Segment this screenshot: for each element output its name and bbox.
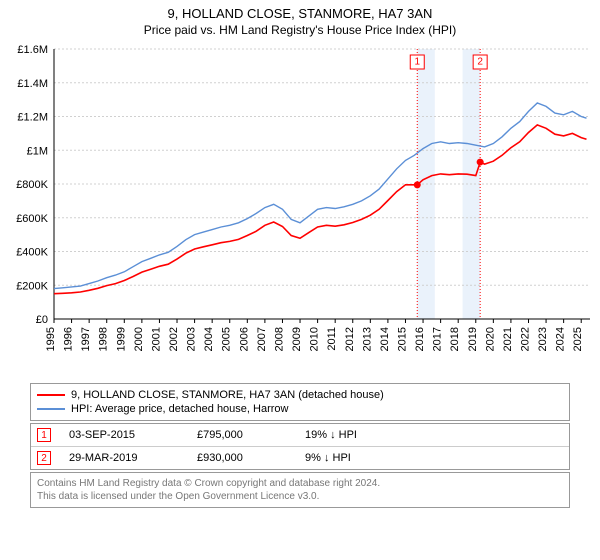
figure: 9, HOLLAND CLOSE, STANMORE, HA7 3AN Pric… [0, 0, 600, 508]
x-tick-label: 2023 [537, 327, 549, 351]
x-tick-label: 2014 [379, 327, 391, 351]
x-tick-label: 2021 [502, 327, 514, 351]
x-tick-label: 1995 [45, 327, 57, 351]
x-tick-label: 1997 [80, 327, 92, 351]
marker-label: 1 [414, 57, 420, 68]
x-tick-label: 1996 [63, 327, 75, 351]
x-tick-label: 2001 [150, 327, 162, 351]
page-subtitle: Price paid vs. HM Land Registry's House … [0, 23, 600, 37]
marker-label: 2 [477, 57, 483, 68]
y-tick-label: £1.2M [17, 112, 48, 124]
x-tick-label: 2012 [344, 327, 356, 351]
x-tick-label: 2007 [256, 327, 268, 351]
y-tick-label: £200K [16, 280, 48, 292]
x-tick-label: 2002 [168, 327, 180, 351]
x-tick-label: 2011 [326, 327, 338, 351]
page-title: 9, HOLLAND CLOSE, STANMORE, HA7 3AN [0, 6, 600, 21]
sale-delta: 19% ↓ HPI [305, 429, 415, 441]
x-tick-label: 2025 [572, 327, 584, 351]
sale-number-box: 1 [37, 428, 51, 442]
sale-dot [414, 181, 421, 188]
legend-swatch [37, 408, 65, 410]
x-tick-label: 2009 [291, 327, 303, 351]
series-hpi [54, 103, 587, 289]
x-tick-label: 2004 [203, 327, 215, 351]
sale-number-box: 2 [37, 451, 51, 465]
footnote: Contains HM Land Registry data © Crown c… [30, 472, 570, 508]
y-tick-label: £1.4M [17, 78, 48, 90]
x-tick-label: 2022 [519, 327, 531, 351]
sale-price: £795,000 [197, 429, 287, 441]
x-tick-label: 2015 [396, 327, 408, 351]
titles: 9, HOLLAND CLOSE, STANMORE, HA7 3AN Pric… [0, 0, 600, 39]
sales-row: 2 29-MAR-2019 £930,000 9% ↓ HPI [31, 446, 569, 469]
x-tick-label: 2024 [555, 327, 567, 351]
x-tick-label: 2016 [414, 327, 426, 351]
chart: £0 £200K £400K £600K £800K £1M £1.2M £1.4M £1.6M… [0, 39, 600, 379]
legend-label: 9, HOLLAND CLOSE, STANMORE, HA7 3AN (det… [71, 389, 384, 401]
y-tick-label: £1.6M [17, 44, 48, 56]
x-tick-label: 2008 [273, 327, 285, 351]
x-tick-label: 2003 [186, 327, 198, 351]
legend: 9, HOLLAND CLOSE, STANMORE, HA7 3AN (det… [30, 383, 570, 421]
x-tick-label: 2010 [309, 327, 321, 351]
sale-date: 03-SEP-2015 [69, 429, 179, 441]
x-tick-label: 2017 [432, 327, 444, 351]
sale-date: 29-MAR-2019 [69, 452, 179, 464]
x-tick-label: 1999 [115, 327, 127, 351]
sale-price: £930,000 [197, 452, 287, 464]
sale-dot [477, 159, 484, 166]
x-tick-label: 2020 [484, 327, 496, 351]
y-tick-label: £600K [16, 213, 48, 225]
legend-row: HPI: Average price, detached house, Harr… [37, 402, 563, 416]
x-tick-label: 2000 [133, 327, 145, 351]
x-tick-label: 2006 [238, 327, 250, 351]
y-tick-label: £1M [27, 145, 48, 157]
footnote-line: Contains HM Land Registry data © Crown c… [37, 477, 563, 490]
sales-table: 1 03-SEP-2015 £795,000 19% ↓ HPI 2 29-MAR-201… [30, 423, 570, 470]
x-tick-label: 2019 [467, 327, 479, 351]
y-tick-label: £400K [16, 247, 48, 259]
y-tick-label: £800K [16, 179, 48, 191]
x-tick-label: 2013 [361, 327, 373, 351]
x-tick-label: 2018 [449, 327, 461, 351]
x-tick-label: 1998 [98, 327, 110, 351]
legend-row: 9, HOLLAND CLOSE, STANMORE, HA7 3AN (det… [37, 388, 563, 402]
sales-row: 1 03-SEP-2015 £795,000 19% ↓ HPI [31, 424, 569, 446]
legend-swatch [37, 394, 65, 396]
legend-label: HPI: Average price, detached house, Harr… [71, 403, 288, 415]
y-tick-label: £0 [36, 314, 48, 326]
x-tick-label: 2005 [221, 327, 233, 351]
sale-delta: 9% ↓ HPI [305, 452, 415, 464]
chart-svg: £0 £200K £400K £600K £800K £1M £1.2M £1.4M £1.6M… [0, 39, 600, 379]
footnote-line: This data is licensed under the Open Gov… [37, 490, 563, 503]
